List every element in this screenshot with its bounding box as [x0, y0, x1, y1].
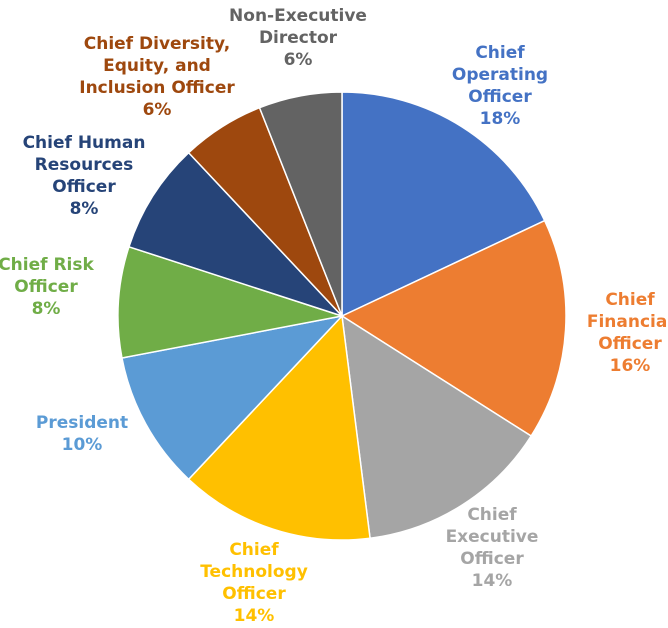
pie-labels: Chief Operating Officer 18%Chief Financial Of…: [0, 6, 668, 626]
pie-slice: [341, 314, 533, 540]
slice-name-line: Equity, and: [103, 56, 211, 76]
slice-label: Chief Diversity, Equity, and Inclusion Off…: [79, 34, 235, 120]
pie-slice: [341, 91, 546, 318]
slice-name-line: Officer: [222, 584, 286, 604]
pie-slices: [117, 91, 567, 541]
slice-label: Chief Risk Officer 8%: [0, 255, 94, 319]
slice-name-line: Technology: [200, 562, 308, 582]
slice-label: Chief Financial Officer 16%: [587, 290, 668, 376]
slice-name-line: Director: [259, 28, 338, 48]
slice-name-line: Officer: [14, 277, 78, 297]
slice-name-line: Chief Risk: [0, 255, 94, 275]
slice-label: Non-Executive Director 6%: [229, 6, 367, 70]
slice-name-line: Officer: [460, 549, 524, 569]
slice-value-label: 16%: [610, 356, 651, 376]
slice-name-line: Officer: [468, 87, 532, 107]
slice-name-line: Chief: [229, 540, 279, 560]
slice-name-line: Executive: [446, 527, 539, 547]
pie-slice: [187, 314, 371, 541]
slice-name-line: Non-Executive: [229, 6, 367, 26]
slice-name-line: Financial: [587, 312, 668, 332]
slice-label: Chief Technology Officer 14%: [200, 540, 308, 626]
slice-name-line: Chief Human: [23, 133, 146, 153]
pie-slice: [258, 91, 343, 317]
slice-name-line: Chief Diversity,: [84, 34, 230, 54]
slice-label: Chief Executive Officer 14%: [446, 505, 539, 591]
slice-value-label: 18%: [480, 109, 521, 129]
slice-name-line: Operating: [452, 65, 548, 85]
slice-name-line: Officer: [598, 334, 662, 354]
slice-value-label: 8%: [70, 199, 99, 219]
slice-name-line: Officer: [52, 177, 116, 197]
slice-value-label: 10%: [62, 435, 103, 455]
slice-name-line: Chief: [467, 505, 517, 525]
slice-name-line: Resources: [35, 155, 134, 175]
pie-slice: [121, 314, 345, 481]
pie-slice: [128, 151, 343, 317]
slice-name-line: Chief: [605, 290, 655, 310]
slice-value-label: 14%: [472, 571, 513, 591]
slice-value-label: 6%: [143, 100, 172, 120]
slice-name-line: President: [36, 413, 128, 433]
slice-label: Chief Operating Officer 18%: [452, 43, 548, 129]
slice-name-line: Chief: [475, 43, 525, 63]
slice-label: President 10%: [36, 413, 128, 455]
pie-slice: [340, 219, 567, 438]
slice-label: Chief Human Resources Officer 8%: [23, 133, 146, 219]
pie-slice: [117, 245, 343, 359]
slice-name-line: Inclusion Officer: [79, 78, 235, 98]
slice-value-label: 8%: [32, 299, 61, 319]
slice-value-label: 14%: [234, 606, 275, 626]
slice-value-label: 6%: [284, 50, 313, 70]
